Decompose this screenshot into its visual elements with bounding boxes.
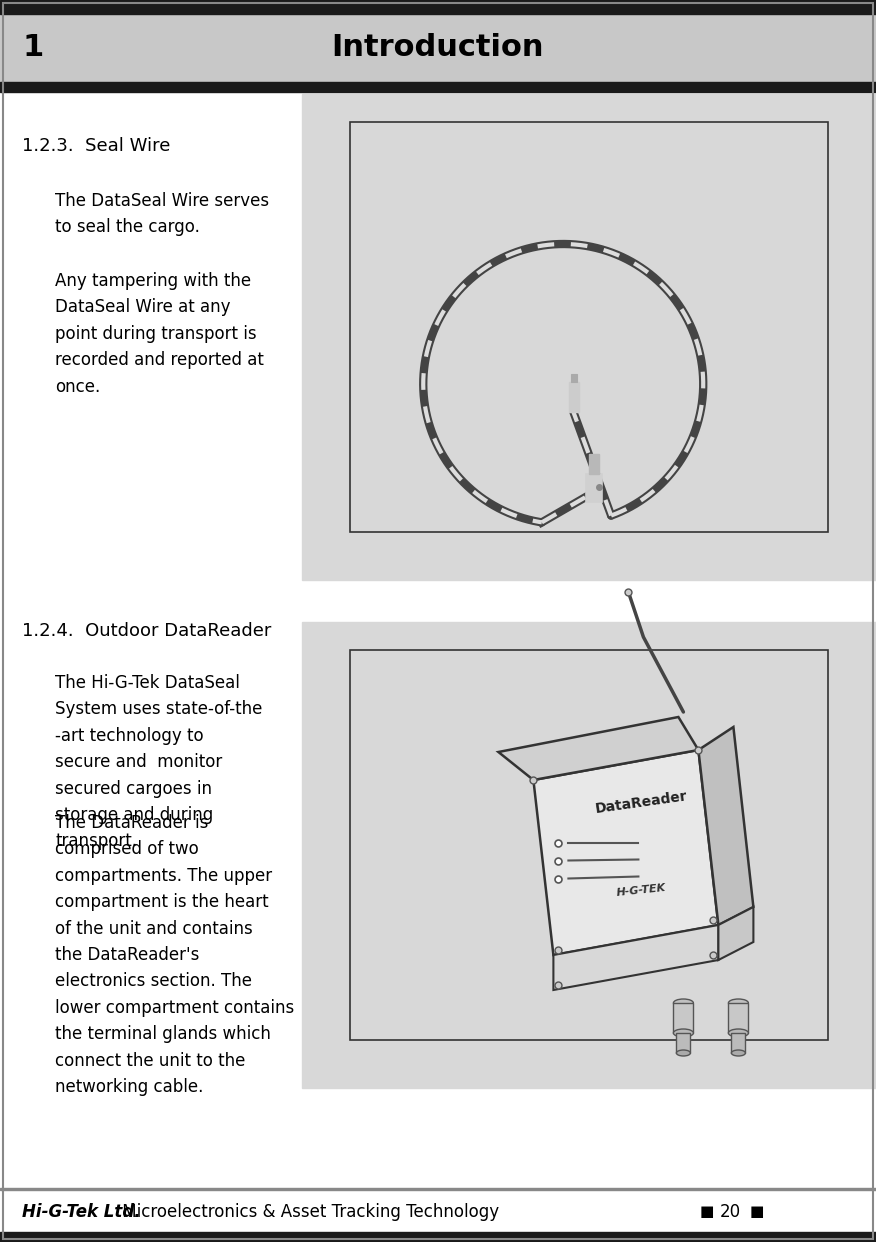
Bar [350, 122, 828, 532]
Bar [586, 474, 602, 502]
Text: Any tampering with the
DataSeal Wire at any
point during transport is
recorded a: Any tampering with the DataSeal Wire at … [55, 272, 264, 396]
Bar [569, 383, 578, 412]
Ellipse shape [731, 1049, 745, 1056]
Text: DataReader: DataReader [594, 789, 688, 816]
Text: 1: 1 [22, 34, 43, 62]
Bar [676, 1033, 690, 1053]
Text: Microelectronics & Asset Tracking Technology: Microelectronics & Asset Tracking Techno… [117, 1203, 499, 1221]
Bar [0, 1189, 876, 1190]
Bar [729, 1004, 748, 1033]
Polygon shape [533, 750, 718, 955]
Bar [0, 14, 876, 82]
Text: ■: ■ [700, 1205, 714, 1220]
Text: The DataSeal Wire serves
to seal the cargo.: The DataSeal Wire serves to seal the car… [55, 193, 269, 236]
Text: H-G-TEK: H-G-TEK [616, 883, 667, 898]
Polygon shape [498, 717, 698, 780]
Polygon shape [554, 925, 718, 990]
Text: ■: ■ [750, 1205, 765, 1220]
Polygon shape [718, 907, 753, 960]
Bar [350, 650, 828, 1040]
Bar [0, 82, 876, 92]
Ellipse shape [674, 999, 694, 1007]
Text: The Hi-G-Tek DataSeal
System uses state-of-the
-art technology to
secure and  mo: The Hi-G-Tek DataSeal System uses state-… [55, 674, 263, 851]
Bar [731, 1033, 745, 1053]
Bar [570, 374, 576, 383]
Ellipse shape [729, 999, 748, 1007]
Ellipse shape [729, 1030, 748, 1037]
Bar [302, 622, 876, 1088]
Text: The DataReader is
comprised of two
compartments. The upper
compartment is the he: The DataReader is comprised of two compa… [55, 814, 294, 1095]
Bar [0, 0, 876, 14]
Ellipse shape [674, 1030, 694, 1037]
Ellipse shape [676, 1049, 690, 1056]
Bar [302, 94, 876, 580]
Text: 1.2.4.  Outdoor DataReader: 1.2.4. Outdoor DataReader [22, 622, 272, 640]
Text: 1.2.3.  Seal Wire: 1.2.3. Seal Wire [22, 137, 170, 155]
Text: 20: 20 [719, 1203, 740, 1221]
Bar [0, 1232, 876, 1242]
Text: Hi-G-Tek Ltd.: Hi-G-Tek Ltd. [22, 1203, 141, 1221]
Bar [674, 1004, 694, 1033]
Polygon shape [698, 727, 753, 925]
Bar [589, 455, 599, 474]
Text: Introduction: Introduction [332, 34, 544, 62]
